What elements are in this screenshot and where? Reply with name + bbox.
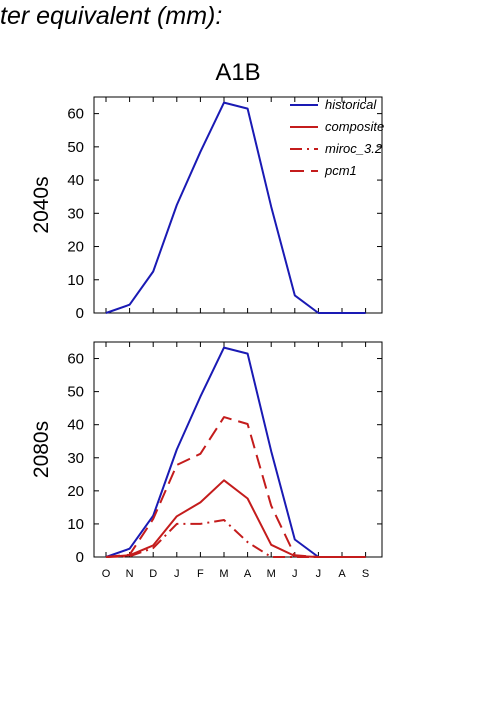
panel-2040s: 0 10 20 30 40 50 60 2040s (30, 96, 383, 322)
legend-label: historical (325, 97, 377, 112)
y-tick-label: 30 (67, 205, 84, 222)
y-tick-label: 10 (67, 516, 84, 533)
x-tick-label: A (244, 568, 252, 580)
series-line-historical (105, 101, 366, 314)
series-line-historical (105, 346, 366, 558)
x-tick-label: A (338, 568, 346, 580)
series-line-composite (105, 479, 366, 558)
y-tick-label: 20 (67, 239, 84, 256)
x-tick-label: D (149, 568, 157, 580)
x-tick-label: N (126, 568, 134, 580)
legend-label: composite (325, 119, 384, 134)
y-tick-label: 40 (67, 172, 84, 189)
y-tick-label: 60 (67, 106, 84, 123)
y-tick-label: 40 (67, 417, 84, 434)
panels-group: 0 10 20 30 40 50 60 2040s 0 10 20 30 40 50 60 O N D J F M A M J… (30, 96, 384, 580)
legend-label: miroc_3.2 (325, 141, 383, 156)
chart-title: A1B (215, 59, 260, 86)
x-tick-label: J (292, 568, 298, 580)
x-tick-label: F (197, 568, 204, 580)
x-tick-label: J (174, 568, 180, 580)
plot-frame (93, 341, 383, 558)
series-line-pcm1 (105, 416, 366, 558)
plot-frame (93, 96, 383, 314)
y-tick-label: 30 (67, 450, 84, 467)
x-tick-label: M (219, 568, 228, 580)
x-tick-label: O (102, 568, 111, 580)
panel-row-label: 2040s (30, 176, 53, 233)
y-tick-label: 50 (67, 384, 84, 401)
y-tick-label: 50 (67, 139, 84, 156)
y-tick-label: 0 (76, 305, 84, 322)
panel-2080s: 0 10 20 30 40 50 60 O N D J F M A M J J A S 2080s (30, 341, 383, 580)
y-tick-label: 60 (67, 351, 84, 368)
panel-row-label: 2080s (30, 421, 53, 478)
y-tick-label: 20 (67, 483, 84, 500)
x-tick-label: J (316, 568, 322, 580)
legend-label: pcm1 (324, 163, 357, 178)
y-tick-label: 10 (67, 272, 84, 289)
page-heading: ter equivalent (mm): (0, 2, 223, 30)
x-tick-label: S (362, 568, 369, 580)
x-tick-label: M (267, 568, 276, 580)
y-tick-label: 0 (76, 549, 84, 566)
legend: historical composite miroc_3.2 pcm1 (290, 97, 384, 178)
